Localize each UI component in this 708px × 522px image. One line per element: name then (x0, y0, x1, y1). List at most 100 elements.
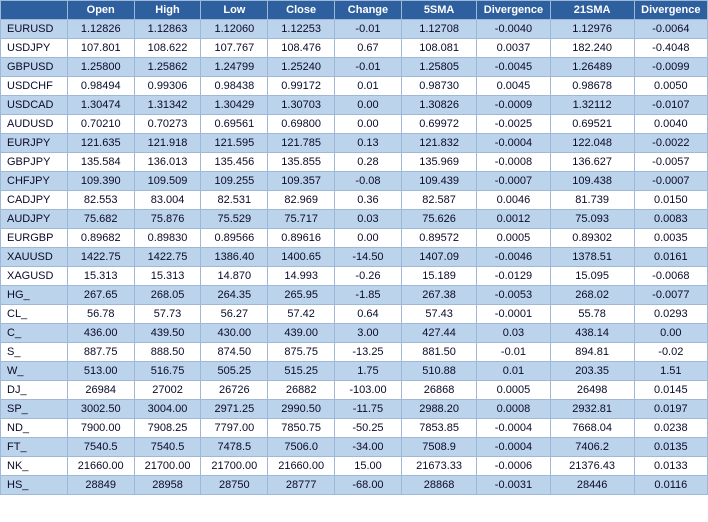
value-cell: 0.0040 (634, 115, 707, 134)
table-row: EURUSD1.128261.128631.120601.12253-0.011… (1, 20, 708, 39)
value-cell: 15.313 (67, 267, 134, 286)
value-cell: -0.26 (335, 267, 402, 286)
table-row: HS_28849289582875028777-68.0028868-0.003… (1, 476, 708, 495)
value-cell: 0.98730 (401, 77, 476, 96)
value-cell: 513.00 (67, 362, 134, 381)
value-cell: -0.0053 (477, 286, 550, 305)
value-cell: 15.00 (335, 457, 402, 476)
value-cell: 121.785 (268, 134, 335, 153)
symbol-cell: CL_ (1, 305, 68, 324)
value-cell: 2932.81 (550, 400, 634, 419)
value-cell: 268.02 (550, 286, 634, 305)
value-cell: 1.25800 (67, 58, 134, 77)
value-cell: 1378.51 (550, 248, 634, 267)
value-cell: -0.0001 (477, 305, 550, 324)
value-cell: 28446 (550, 476, 634, 495)
symbol-cell: XAGUSD (1, 267, 68, 286)
symbol-cell: EURJPY (1, 134, 68, 153)
value-cell: 1.30826 (401, 96, 476, 115)
value-cell: 109.439 (401, 172, 476, 191)
value-cell: 81.739 (550, 191, 634, 210)
value-cell: 0.0037 (477, 39, 550, 58)
symbol-cell: S_ (1, 343, 68, 362)
value-cell: 0.89682 (67, 229, 134, 248)
price-table: Open High Low Close Change 5SMA Divergen… (0, 0, 708, 495)
value-cell: 135.456 (201, 153, 268, 172)
value-cell: 0.0005 (477, 381, 550, 400)
value-cell: 510.88 (401, 362, 476, 381)
value-cell: 0.98678 (550, 77, 634, 96)
value-cell: -0.0031 (477, 476, 550, 495)
value-cell: 1.12708 (401, 20, 476, 39)
value-cell: 109.509 (134, 172, 201, 191)
symbol-cell: CHFJPY (1, 172, 68, 191)
value-cell: -1.85 (335, 286, 402, 305)
value-cell: 3004.00 (134, 400, 201, 419)
value-cell: 7908.25 (134, 419, 201, 438)
value-cell: 0.0116 (634, 476, 707, 495)
value-cell: 1.31342 (134, 96, 201, 115)
table-row: S_887.75888.50874.50875.75-13.25881.50-0… (1, 343, 708, 362)
value-cell: 0.70273 (134, 115, 201, 134)
value-cell: 21376.43 (550, 457, 634, 476)
value-cell: 135.855 (268, 153, 335, 172)
symbol-cell: AUDUSD (1, 115, 68, 134)
value-cell: 108.622 (134, 39, 201, 58)
value-cell: 0.01 (335, 77, 402, 96)
value-cell: 0.0035 (634, 229, 707, 248)
value-cell: 0.00 (335, 115, 402, 134)
value-cell: 75.093 (550, 210, 634, 229)
table-row: XAGUSD15.31315.31314.87014.993-0.2615.18… (1, 267, 708, 286)
value-cell: 21700.00 (134, 457, 201, 476)
value-cell: 108.476 (268, 39, 335, 58)
table-row: ND_7900.007908.257797.007850.75-50.25785… (1, 419, 708, 438)
symbol-cell: EURGBP (1, 229, 68, 248)
value-cell: 107.801 (67, 39, 134, 58)
value-cell: 0.00 (335, 96, 402, 115)
value-cell: 0.28 (335, 153, 402, 172)
value-cell: 1.25240 (268, 58, 335, 77)
value-cell: 82.969 (268, 191, 335, 210)
value-cell: 0.0012 (477, 210, 550, 229)
value-cell: -0.0099 (634, 58, 707, 77)
value-cell: 83.004 (134, 191, 201, 210)
table-row: GBPJPY135.584136.013135.456135.8550.2813… (1, 153, 708, 172)
value-cell: 7406.2 (550, 438, 634, 457)
symbol-cell: USDCAD (1, 96, 68, 115)
value-cell: 1.12976 (550, 20, 634, 39)
value-cell: 1422.75 (67, 248, 134, 267)
value-cell: -0.01 (335, 58, 402, 77)
value-cell: 121.918 (134, 134, 201, 153)
value-cell: 0.89566 (201, 229, 268, 248)
col-21sma: 21SMA (550, 1, 634, 20)
value-cell: 21673.33 (401, 457, 476, 476)
symbol-cell: SP_ (1, 400, 68, 419)
table-row: AUDUSD0.702100.702730.695610.698000.000.… (1, 115, 708, 134)
symbol-cell: HS_ (1, 476, 68, 495)
value-cell: 7853.85 (401, 419, 476, 438)
value-cell: 21660.00 (268, 457, 335, 476)
value-cell: 1.12826 (67, 20, 134, 39)
value-cell: 0.89616 (268, 229, 335, 248)
value-cell: 0.69521 (550, 115, 634, 134)
value-cell: -0.0107 (634, 96, 707, 115)
value-cell: -0.0004 (477, 134, 550, 153)
value-cell: 7797.00 (201, 419, 268, 438)
value-cell: -0.0129 (477, 267, 550, 286)
value-cell: 1.75 (335, 362, 402, 381)
value-cell: 0.99172 (268, 77, 335, 96)
value-cell: 0.0150 (634, 191, 707, 210)
value-cell: 0.69972 (401, 115, 476, 134)
value-cell: 135.584 (67, 153, 134, 172)
value-cell: 881.50 (401, 343, 476, 362)
value-cell: 26984 (67, 381, 134, 400)
value-cell: -0.0008 (477, 153, 550, 172)
value-cell: -0.0022 (634, 134, 707, 153)
value-cell: 3002.50 (67, 400, 134, 419)
value-cell: 1422.75 (134, 248, 201, 267)
value-cell: 0.0008 (477, 400, 550, 419)
value-cell: 28958 (134, 476, 201, 495)
table-body: EURUSD1.128261.128631.120601.12253-0.011… (1, 20, 708, 495)
value-cell: -50.25 (335, 419, 402, 438)
col-divergence1: Divergence (477, 1, 550, 20)
